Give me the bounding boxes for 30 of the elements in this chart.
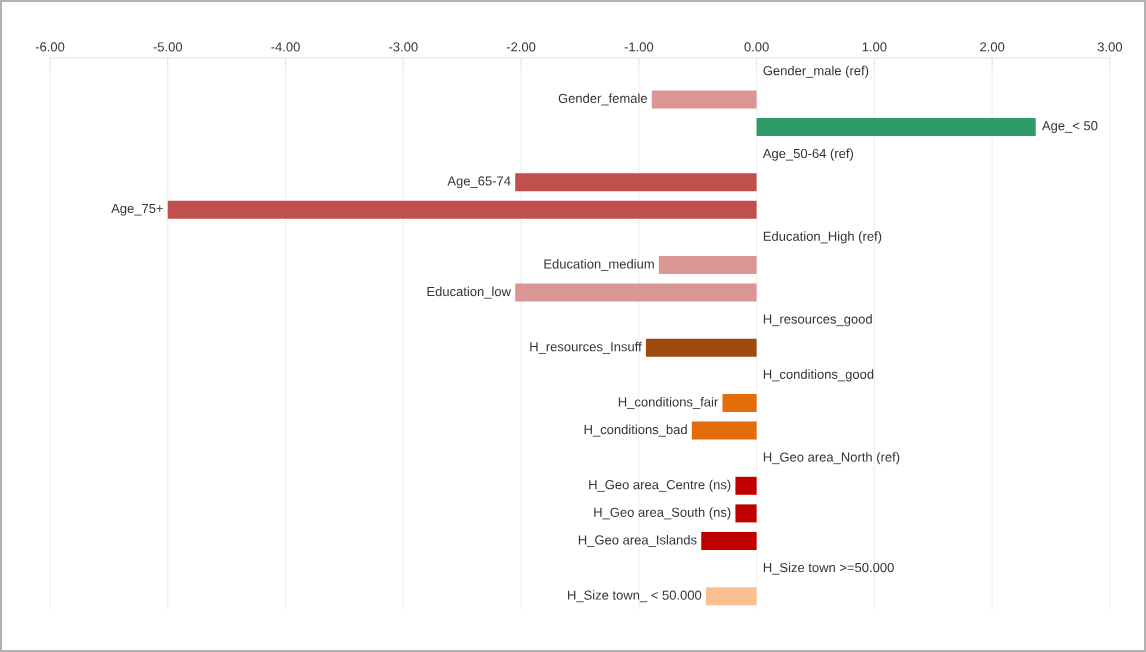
x-tick-label: -1.00 <box>624 42 654 52</box>
x-tick-label: -5.00 <box>153 42 183 52</box>
y-tick-label: Gender_female <box>558 93 647 106</box>
y-tick-label: H_resources_good <box>763 314 872 327</box>
y-tick-label: H_resources_Insuff <box>530 341 642 354</box>
y-tick-label: H_conditions_bad <box>584 424 687 437</box>
x-tick-label: -3.00 <box>389 42 418 52</box>
y-tick-label: Age_65-74 <box>447 176 511 189</box>
y-tick-label: Education_High (ref) <box>763 231 882 244</box>
x-tick-label: 0.00 <box>744 42 769 52</box>
x-tick-label: 2.00 <box>980 42 1005 52</box>
y-tick-label: Age_50-64 (ref) <box>762 148 854 161</box>
y-tick-label: Age_< 50 <box>1041 121 1098 133</box>
y-tick-label: H_conditions_good <box>763 369 874 382</box>
y-tick-label: Education_low <box>427 286 512 299</box>
x-tick-label: 3.00 <box>1097 42 1123 52</box>
y-tick-label: Education_medium <box>544 258 654 271</box>
y-tick-label: H_Geo area_North (ref) <box>763 452 900 465</box>
x-tick-label: 1.00 <box>862 42 887 52</box>
y-tick-label: H_Geo area_South (ns) <box>594 507 731 520</box>
y-tick-label: Age_75+ <box>111 203 163 216</box>
y-tick-label: Gender_male (ref) <box>763 65 869 78</box>
y-tick-label: H_Size town >=50.000 <box>763 562 894 575</box>
x-tick-label: -6.00 <box>35 42 65 52</box>
x-tick-label: -4.00 <box>271 42 300 52</box>
y-tick-label: H_Geo area_Islands <box>578 534 697 547</box>
y-tick-label: H_conditions_fair <box>618 396 719 409</box>
y-tick-label: H_Size town_ < 50.000 <box>568 590 702 603</box>
y-tick-label: H_Geo area_Centre (ns) <box>589 479 731 492</box>
x-tick-label: -2.00 <box>506 42 536 52</box>
